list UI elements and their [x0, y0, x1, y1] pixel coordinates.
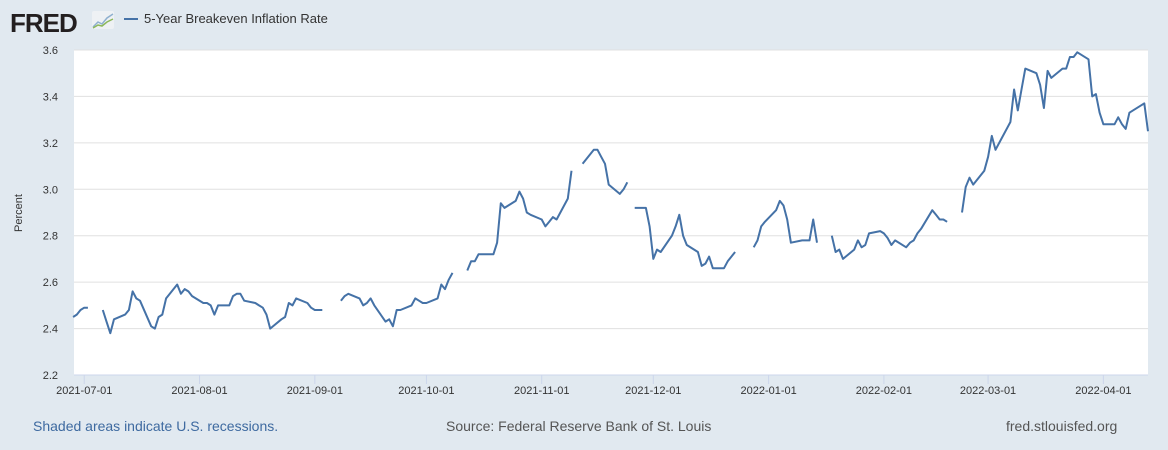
x-tick-label: 2021-07-01	[56, 385, 112, 397]
y-tick-label: 2.6	[43, 277, 58, 289]
recessions-note-link[interactable]: Shaded areas indicate U.S. recessions.	[33, 418, 279, 434]
series-line-segment	[72, 306, 88, 318]
y-tick-label: 3.6	[43, 45, 58, 57]
x-tick-label: 2022-02-01	[856, 385, 912, 397]
fred-logo[interactable]: FRED	[10, 8, 78, 38]
series-line-segment	[101, 283, 323, 335]
x-tick-label: 2022-04-01	[1075, 385, 1131, 397]
series-line-segment	[830, 209, 948, 260]
x-tick-label: 2021-08-01	[171, 385, 227, 397]
series-line-segment	[466, 170, 573, 271]
legend-label: 5-Year Breakeven Inflation Rate	[144, 11, 328, 26]
y-tick-label: 3.0	[43, 184, 58, 196]
series-line-segment	[634, 206, 736, 270]
x-tick-label: 2022-01-01	[740, 385, 796, 397]
series-line-segment	[340, 272, 454, 328]
series-line-segment	[961, 51, 1149, 213]
fred-logo-graph-icon	[92, 11, 114, 29]
series-line-segment	[581, 148, 629, 195]
x-tick-label: 2021-11-01	[514, 385, 569, 397]
x-tick-label: 2022-03-01	[960, 385, 1016, 397]
x-tick-label: 2021-10-01	[398, 385, 454, 397]
y-tick-label: 2.8	[43, 231, 58, 243]
series-line-segment	[752, 199, 818, 248]
y-axis-label: Percent	[13, 194, 25, 232]
legend-line-swatch	[124, 17, 138, 20]
y-tick-label: 2.2	[43, 370, 58, 382]
plot-area	[74, 50, 1148, 375]
chart-legend: 5-Year Breakeven Inflation Rate	[124, 11, 328, 26]
site-link[interactable]: fred.stlouisfed.org	[1006, 418, 1118, 434]
y-tick-label: 3.2	[43, 138, 58, 150]
x-tick-label: 2021-09-01	[287, 385, 343, 397]
source-text: Source: Federal Reserve Bank of St. Loui…	[446, 418, 712, 434]
y-tick-label: 3.4	[43, 91, 58, 103]
x-tick-label: 2021-12-01	[625, 385, 681, 397]
y-tick-label: 2.4	[43, 324, 58, 336]
